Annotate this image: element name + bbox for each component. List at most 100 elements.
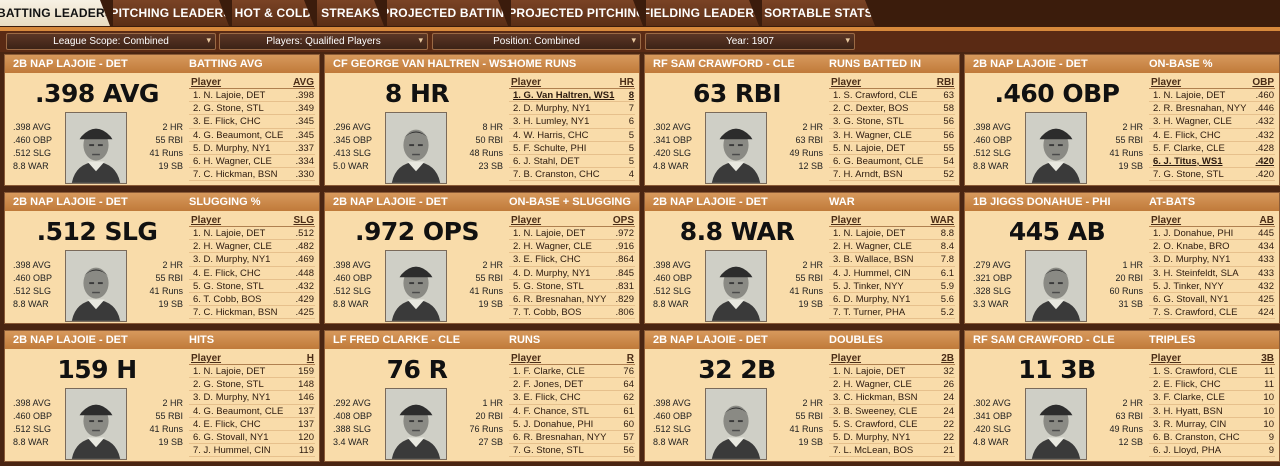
leaderboard-row[interactable]: 7. T. Cobb, BOS .806 xyxy=(509,306,635,320)
leaderboard-row[interactable]: 5. J. Donahue, PHI 60 xyxy=(509,418,635,431)
leader-name[interactable]: 7. C. Hickman, BSN xyxy=(193,307,278,319)
leader-name[interactable]: 6. R. Bresnahan, NYY xyxy=(513,431,607,443)
featured-player-name[interactable]: RF SAM CRAWFORD - CLE xyxy=(653,58,795,70)
leaderboard-row[interactable]: 2. R. Bresnahan, NYY .446 xyxy=(1149,102,1275,116)
column-stat-header[interactable]: 2B xyxy=(941,353,954,364)
leader-name[interactable]: 1. N. Lajoie, DET xyxy=(1153,90,1226,101)
leaderboard-row[interactable]: 3. E. Flick, CHC .864 xyxy=(509,253,635,267)
leader-name[interactable]: 6. J. Stahl, DET xyxy=(513,155,580,167)
featured-player-name[interactable]: LF FRED CLARKE - CLE xyxy=(333,334,461,346)
leaderboard-row[interactable]: 3. R. Murray, CIN 10 xyxy=(1149,418,1275,431)
column-player-header[interactable]: Player xyxy=(1151,353,1182,364)
column-player-header[interactable]: Player xyxy=(831,77,862,88)
column-player-header[interactable]: Player xyxy=(511,353,542,364)
leaderboard-row[interactable]: 5. D. Murphy, NY1 .337 xyxy=(189,142,315,155)
leaderboard-row[interactable]: 4. E. Flick, CHC 137 xyxy=(189,418,315,431)
column-player-header[interactable]: Player xyxy=(191,77,222,88)
leaderboard-row[interactable]: 3. H. Hyatt, BSN 10 xyxy=(1149,405,1275,418)
leaderboard-row[interactable]: 2. H. Wagner, CLE 8.4 xyxy=(829,240,955,254)
leaderboard-row[interactable]: 5. N. Lajoie, DET 55 xyxy=(829,142,955,155)
leaderboard-row[interactable]: 3. H. Steinfeldt, SLA 433 xyxy=(1149,267,1275,280)
leaderboard-row[interactable]: 7. L. McLean, BOS 21 xyxy=(829,444,955,458)
leaderboard-row[interactable]: 2. H. Wagner, CLE .482 xyxy=(189,240,315,254)
leader-name[interactable]: 2. H. Wagner, CLE xyxy=(193,241,272,253)
leader-name[interactable]: 1. N. Lajoie, DET xyxy=(833,366,906,377)
column-stat-header[interactable]: AVG xyxy=(293,77,314,88)
leaderboard-row[interactable]: 5. F. Schulte, PHI 5 xyxy=(509,142,635,155)
leaderboard-row[interactable]: 3. D. Murphy, NY1 .469 xyxy=(189,253,315,267)
leader-name[interactable]: 1. N. Lajoie, DET xyxy=(193,90,266,101)
leader-name[interactable]: 6. T. Cobb, BOS xyxy=(193,293,262,305)
leader-name[interactable]: 7. C. Hickman, BSN xyxy=(193,169,278,181)
leader-name[interactable]: 4. W. Harris, CHC xyxy=(513,129,589,141)
leader-name[interactable]: 5. J. Donahue, PHI xyxy=(513,418,594,430)
leader-name[interactable]: 5. N. Lajoie, DET xyxy=(833,142,906,154)
leader-name[interactable]: 2. H. Wagner, CLE xyxy=(833,241,912,253)
player-photo[interactable] xyxy=(1025,112,1087,184)
leader-name[interactable]: 5. D. Murphy, NY1 xyxy=(833,431,911,443)
leaderboard-row[interactable]: 1. N. Lajoie, DET .398 xyxy=(189,89,315,103)
column-stat-header[interactable]: SLG xyxy=(293,215,314,226)
leaderboard-row[interactable]: 3. H. Wagner, CLE 56 xyxy=(829,129,955,142)
column-player-header[interactable]: Player xyxy=(511,215,542,226)
leaderboard-row[interactable]: 2. F. Jones, DET 64 xyxy=(509,378,635,392)
leaderboard-row[interactable]: 4. D. Murphy, NY1 .845 xyxy=(509,267,635,280)
player-photo[interactable] xyxy=(385,112,447,184)
leader-name[interactable]: 3. H. Steinfeldt, SLA xyxy=(1153,267,1239,279)
leader-name[interactable]: 6. G. Stovall, NY1 xyxy=(193,431,269,443)
column-stat-header[interactable]: 3B xyxy=(1261,353,1274,364)
leader-name[interactable]: 6. J. Lloyd, PHA xyxy=(1153,445,1222,457)
player-photo[interactable] xyxy=(705,250,767,322)
position-select[interactable]: Position: Combined ▾ xyxy=(432,33,641,50)
leaderboard-row[interactable]: 5. S. Crawford, CLE 22 xyxy=(829,418,955,431)
leader-name[interactable]: 7. G. Stone, STL xyxy=(513,445,584,457)
leader-name[interactable]: 1. G. Van Haltren, WS1 xyxy=(513,90,615,101)
leader-name[interactable]: 4. E. Flick, CHC xyxy=(1153,129,1221,141)
leader-name[interactable]: 1. N. Lajoie, DET xyxy=(833,228,906,239)
leader-name[interactable]: 1. N. Lajoie, DET xyxy=(193,228,266,239)
column-stat-header[interactable]: R xyxy=(626,353,634,364)
column-stat-header[interactable]: WAR xyxy=(930,215,954,226)
player-photo[interactable] xyxy=(1025,388,1087,460)
leader-name[interactable]: 7. T. Cobb, BOS xyxy=(513,307,582,319)
leader-name[interactable]: 3. H. Hyatt, BSN xyxy=(1153,405,1223,417)
leaderboard-row[interactable]: 5. J. Tinker, NYY 432 xyxy=(1149,280,1275,293)
leader-name[interactable]: 7. J. Hummel, CIN xyxy=(193,445,271,457)
column-stat-header[interactable]: H xyxy=(306,353,314,364)
leader-name[interactable]: 7. H. Arndt, BSN xyxy=(833,169,903,181)
column-stat-header[interactable]: OBP xyxy=(1252,77,1274,88)
column-player-header[interactable]: Player xyxy=(831,215,862,226)
leader-name[interactable]: 3. D. Murphy, NY1 xyxy=(1153,254,1231,266)
leaderboard-row[interactable]: 5. D. Murphy, NY1 22 xyxy=(829,431,955,445)
leaderboard-row[interactable]: 2. H. Wagner, CLE .916 xyxy=(509,240,635,254)
leader-name[interactable]: 5. G. Stone, STL xyxy=(513,280,584,292)
leaderboard-row[interactable]: 1. N. Lajoie, DET 8.8 xyxy=(829,227,955,241)
leaderboard-row[interactable]: 1. N. Lajoie, DET .512 xyxy=(189,227,315,241)
leaderboard-row[interactable]: 2. O. Knabe, BRO 434 xyxy=(1149,240,1275,254)
leaderboard-row[interactable]: 1. N. Lajoie, DET .460 xyxy=(1149,89,1275,103)
leader-name[interactable]: 2. R. Bresnahan, NYY xyxy=(1153,103,1247,115)
leaderboard-row[interactable]: 2. E. Flick, CHC 11 xyxy=(1149,378,1275,392)
leader-name[interactable]: 1. S. Crawford, CLE xyxy=(1153,366,1238,377)
featured-player-name[interactable]: 2B NAP LAJOIE - DET xyxy=(333,196,448,208)
tab-sortable-stats[interactable]: SORTABLE STATS xyxy=(762,0,875,26)
leaderboard-row[interactable]: 4. E. Flick, CHC .432 xyxy=(1149,129,1275,142)
leader-name[interactable]: 4. G. Beaumont, CLE xyxy=(193,129,284,141)
player-photo[interactable] xyxy=(65,388,127,460)
leader-name[interactable]: 2. C. Dexter, BOS xyxy=(833,103,909,115)
column-player-header[interactable]: Player xyxy=(831,353,862,364)
leader-name[interactable]: 2. H. Wagner, CLE xyxy=(513,241,592,253)
leaderboard-row[interactable]: 7. G. Stone, STL .420 xyxy=(1149,168,1275,182)
leaderboard-row[interactable]: 6. R. Bresnahan, NYY .829 xyxy=(509,293,635,307)
tab-streaks[interactable]: STREAKS xyxy=(317,0,384,26)
leaderboard-row[interactable]: 6. T. Cobb, BOS .429 xyxy=(189,293,315,307)
leader-name[interactable]: 4. G. Beaumont, CLE xyxy=(193,405,284,417)
leaderboard-row[interactable]: 1. F. Clarke, CLE 76 xyxy=(509,365,635,379)
leaderboard-row[interactable]: 3. F. Clarke, CLE 10 xyxy=(1149,391,1275,405)
tab-batting-leaders[interactable]: BATTING LEADERS xyxy=(0,0,110,26)
leaderboard-row[interactable]: 5. F. Clarke, CLE .428 xyxy=(1149,142,1275,155)
leaderboard-row[interactable]: 6. J. Lloyd, PHA 9 xyxy=(1149,444,1275,458)
tab-projected-batting[interactable]: PROJECTED BATTING xyxy=(387,0,508,26)
leader-name[interactable]: 2. G. Stone, STL xyxy=(193,103,264,115)
leader-name[interactable]: 2. G. Stone, STL xyxy=(193,379,264,391)
